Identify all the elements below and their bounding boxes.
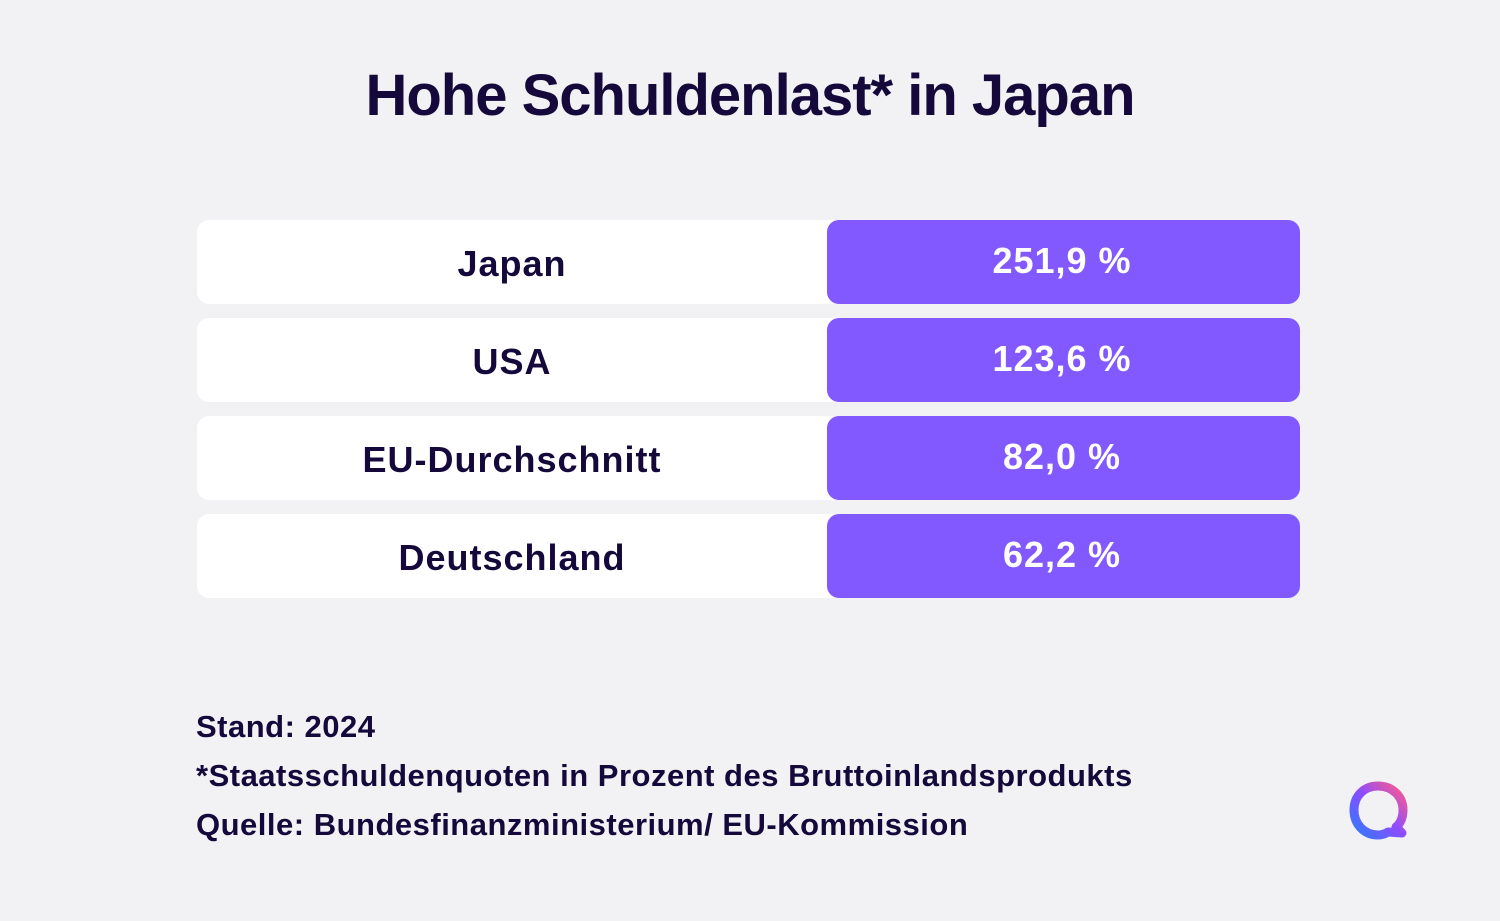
value-label: 82,0 % [1002,436,1122,477]
debt-table: Japan 251,9 % USA 123,6 % EU-Durchschnit… [197,220,1300,612]
value-cell: 123,6 % [827,318,1300,402]
value-cell: 62,2 % [827,514,1300,598]
country-label: Japan [457,243,567,284]
value-label: 251,9 % [992,240,1132,281]
value-label: 62,2 % [1002,534,1122,575]
table-row: Deutschland 62,2 % [197,514,1300,598]
footnotes: Stand: 2024 *Staatsschuldenquoten in Pro… [196,702,1133,849]
value-label: 123,6 % [992,338,1132,379]
value-cell: 82,0 % [827,416,1300,500]
table-row: Japan 251,9 % [197,220,1300,304]
footnote: *Staatsschuldenquoten in Prozent des Bru… [196,758,1133,793]
country-cell: EU-Durchschnitt [197,416,847,500]
table-row: EU-Durchschnitt 82,0 % [197,416,1300,500]
country-cell: USA [197,318,847,402]
source-note: Quelle: Bundesfinanzministerium/ EU-Komm… [196,807,969,842]
country-label: USA [472,341,552,382]
stand-note: Stand: 2024 [196,709,376,744]
brand-logo-icon [1349,781,1408,840]
country-label: EU-Durchschnitt [362,439,662,480]
table-row: USA 123,6 % [197,318,1300,402]
value-cell: 251,9 % [827,220,1300,304]
country-cell: Deutschland [197,514,847,598]
page-title: Hohe Schuldenlast* in Japan [365,63,1135,128]
country-label: Deutschland [398,537,626,578]
country-cell: Japan [197,220,847,304]
